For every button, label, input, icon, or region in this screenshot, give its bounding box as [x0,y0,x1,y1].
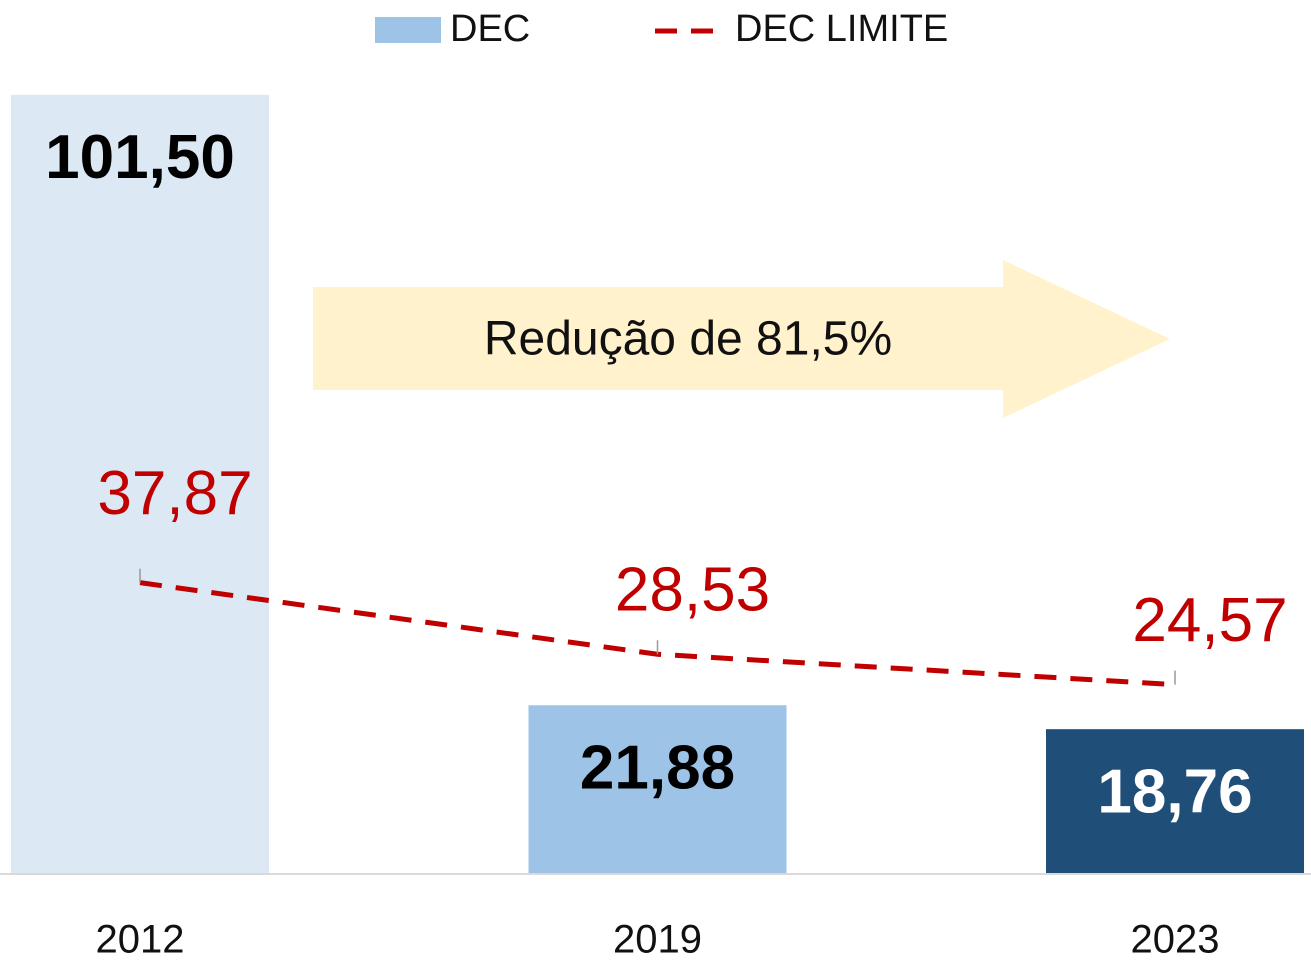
bar-value-label: 21,88 [580,734,735,803]
bar [528,705,787,873]
bar [1046,729,1304,873]
arrow [313,260,1170,418]
legend-label: DEC LIMITE [735,8,948,50]
line-value-label: 24,57 [1132,586,1287,655]
x-tick-label: 2023 [1131,918,1220,962]
annotation: Redução de 81,5% [484,313,892,366]
line-value-label: 28,53 [615,556,770,625]
legend-label: DEC [450,8,530,50]
line-value-label: 37,87 [97,459,252,528]
bar-value-label: 18,76 [1097,758,1252,827]
legend-swatch [375,17,441,43]
x-tick-label: 2019 [613,918,702,962]
x-tick-label: 2012 [96,918,185,962]
bar-value-label: 101,50 [45,123,235,192]
bar [11,94,269,874]
